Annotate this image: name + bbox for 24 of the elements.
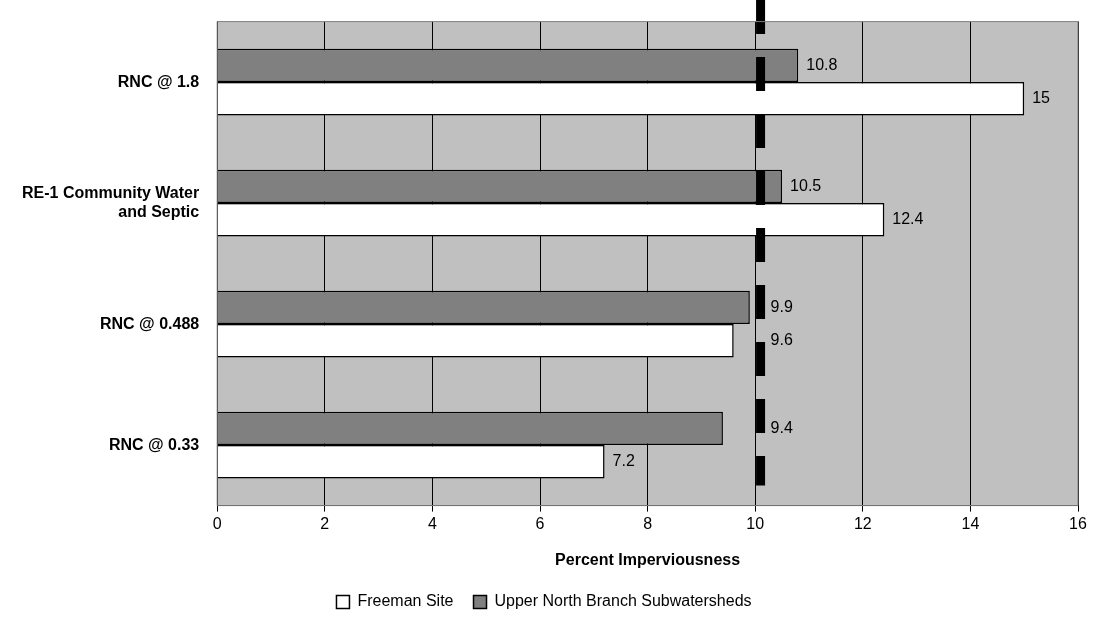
x-tick-label: 16 — [1069, 514, 1087, 532]
x-tick-label: 6 — [535, 514, 545, 532]
data-label: 10.8 — [806, 55, 838, 73]
data-label: 9.6 — [770, 331, 793, 349]
data-label: 9.9 — [770, 297, 793, 315]
x-tick-label: 4 — [427, 514, 437, 532]
x-tick-label: 8 — [643, 514, 653, 532]
data-label: 9.4 — [770, 418, 793, 436]
data-label: 12.4 — [892, 210, 924, 228]
y-tick-label: RNC @ 0.488 — [100, 314, 200, 332]
legend-label: Freeman Site — [357, 592, 454, 610]
x-tick-label: 2 — [320, 514, 330, 532]
x-tick-label: 10 — [746, 514, 765, 532]
y-tick-label: RNC @ 0.33 — [108, 435, 200, 453]
x-tick-label: 14 — [961, 514, 980, 532]
x-tick-label: 0 — [212, 514, 222, 532]
y-tick-label: RE-1 Community Water and Septic — [22, 183, 200, 221]
data-label: 15 — [1032, 89, 1051, 107]
legend-label: Upper North Branch Subwatersheds — [494, 592, 752, 610]
data-label: 7.2 — [612, 452, 635, 470]
y-tick-label: RNC @ 1.8 — [117, 72, 200, 90]
x-axis-title: Percent Imperviousness — [555, 550, 741, 568]
x-tick-label: 12 — [853, 514, 872, 532]
data-label: 10.5 — [790, 176, 822, 194]
